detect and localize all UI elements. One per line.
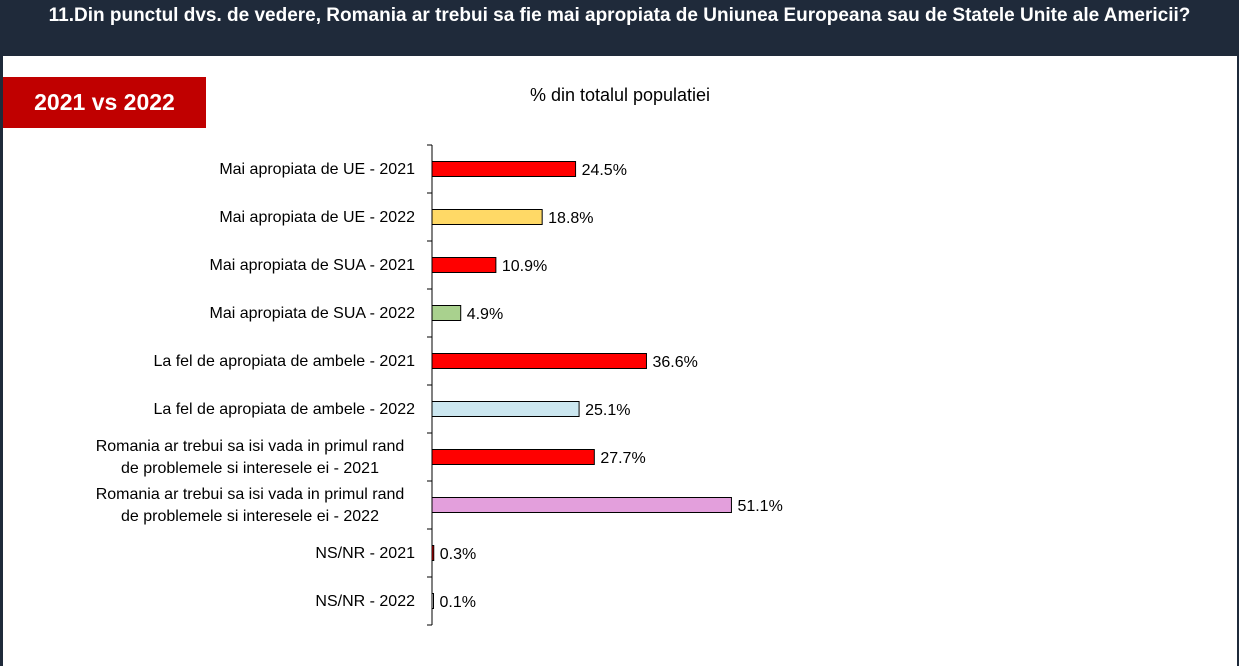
data-label: 51.1% bbox=[737, 498, 782, 515]
category-label: Mai apropiata de SUA - 2022 bbox=[210, 305, 416, 322]
category-label: La fel de apropiata de ambele - 2022 bbox=[153, 401, 415, 418]
category-label: de problemele si interesele ei - 2022 bbox=[121, 508, 379, 525]
category-label: NS/NR - 2021 bbox=[315, 545, 415, 562]
category-label: Mai apropiata de SUA - 2021 bbox=[210, 257, 416, 274]
chart-subtitle: % din totalul populatiei bbox=[529, 85, 711, 105]
year-comparison-badge: 2021 vs 2022 bbox=[3, 77, 206, 128]
data-label: 18.8% bbox=[548, 210, 593, 227]
category-label: La fel de apropiata de ambele - 2021 bbox=[153, 353, 415, 370]
category-label: Mai apropiata de UE - 2022 bbox=[219, 209, 415, 226]
data-label: 36.6% bbox=[652, 354, 697, 371]
category-label: de problemele si interesele ei - 2021 bbox=[121, 460, 379, 477]
bar bbox=[431, 353, 647, 369]
left-border bbox=[0, 56, 3, 666]
right-border bbox=[1237, 56, 1239, 666]
bar bbox=[431, 545, 435, 561]
bar bbox=[431, 257, 497, 273]
header-bar: 11.Din punctul dvs. de vedere, Romania a… bbox=[0, 0, 1239, 56]
bar bbox=[431, 449, 595, 465]
data-label: 27.7% bbox=[600, 450, 645, 467]
category-label: NS/NR - 2022 bbox=[315, 593, 415, 610]
data-label: 0.3% bbox=[440, 546, 476, 563]
bar bbox=[431, 497, 732, 513]
bar bbox=[431, 161, 577, 177]
data-label: 4.9% bbox=[467, 306, 503, 323]
bar bbox=[431, 305, 462, 321]
bar bbox=[431, 401, 580, 417]
category-label: Mai apropiata de UE - 2021 bbox=[219, 161, 415, 178]
bar bbox=[431, 209, 543, 225]
bar bbox=[431, 593, 434, 609]
data-label: 24.5% bbox=[582, 162, 627, 179]
data-label: 10.9% bbox=[502, 258, 547, 275]
data-label: 0.1% bbox=[440, 594, 476, 611]
category-label: Romania ar trebui sa isi vada in primul … bbox=[96, 486, 405, 503]
question-title: 11.Din punctul dvs. de vedere, Romania a… bbox=[48, 5, 1191, 26]
category-label: Romania ar trebui sa isi vada in primul … bbox=[96, 438, 405, 455]
data-label: 25.1% bbox=[585, 402, 630, 419]
